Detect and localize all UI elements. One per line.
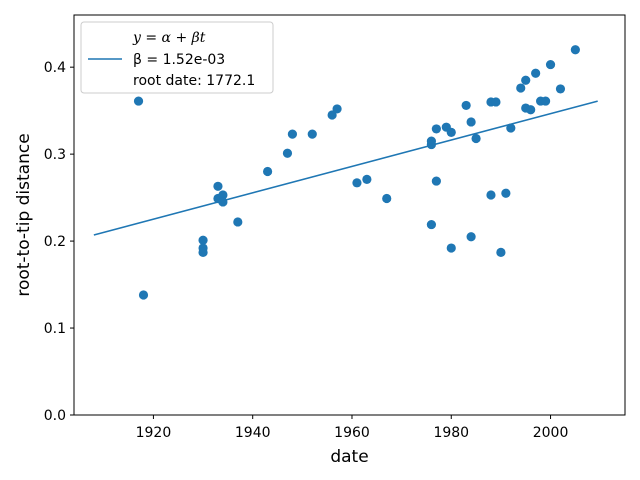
data-point xyxy=(431,124,441,134)
data-point xyxy=(570,45,580,55)
y-axis-label: root-to-tip distance xyxy=(14,133,34,296)
chart-marks xyxy=(93,45,598,300)
data-point xyxy=(362,174,372,184)
data-point xyxy=(262,166,273,177)
data-point xyxy=(461,100,471,111)
data-point xyxy=(431,176,441,186)
x-tick-label: 2000 xyxy=(533,425,569,441)
data-point xyxy=(218,190,228,200)
data-point xyxy=(501,188,511,198)
data-point xyxy=(446,127,456,137)
x-tick-label: 1940 xyxy=(235,425,271,441)
data-point xyxy=(471,133,481,144)
data-point xyxy=(531,68,541,78)
data-point xyxy=(307,129,317,139)
legend-equation: y = α + βt xyxy=(132,30,206,46)
data-point xyxy=(327,110,337,120)
data-point xyxy=(213,181,223,191)
data-point xyxy=(198,235,208,245)
data-point xyxy=(506,123,516,133)
legend-root-date: root date: 1772.1 xyxy=(133,73,255,89)
data-point xyxy=(198,247,208,257)
data-point xyxy=(555,84,566,94)
regression-line xyxy=(93,100,598,236)
plot-frame xyxy=(73,14,626,416)
legend: y = α + βt β = 1.52e-03 root date: 1772.… xyxy=(80,21,274,94)
y-tick-label: 0.3 xyxy=(44,147,66,163)
data-point xyxy=(133,96,144,106)
x-tick-label: 1980 xyxy=(433,425,469,441)
x-axis: 1920 1940 1960 1980 2000 xyxy=(136,415,569,441)
y-axis: 0.0 0.1 0.2 0.3 0.4 xyxy=(44,60,74,424)
data-point xyxy=(426,139,437,150)
data-point xyxy=(491,97,501,107)
y-tick-label: 0.1 xyxy=(44,321,66,337)
data-point xyxy=(138,290,149,300)
data-point xyxy=(287,129,298,139)
data-point xyxy=(526,105,536,115)
legend-box xyxy=(80,21,274,94)
y-tick-label: 0.0 xyxy=(44,408,66,424)
data-point xyxy=(282,148,293,158)
x-axis-label: date xyxy=(330,447,368,467)
x-tick-label: 1960 xyxy=(334,425,370,441)
y-tick-label: 0.4 xyxy=(44,60,66,76)
legend-beta: β = 1.52e-03 xyxy=(133,52,225,68)
data-point xyxy=(446,243,456,253)
data-point xyxy=(466,117,476,127)
data-point xyxy=(545,59,556,70)
data-point xyxy=(332,104,342,114)
x-tick-label: 1920 xyxy=(136,425,172,441)
data-point xyxy=(233,217,243,227)
data-point xyxy=(516,83,526,93)
y-tick-label: 0.2 xyxy=(44,234,66,250)
data-point xyxy=(496,247,506,257)
data-point xyxy=(352,178,362,188)
data-point xyxy=(540,96,551,106)
data-point xyxy=(426,219,437,230)
data-point xyxy=(521,75,531,85)
data-point xyxy=(466,232,476,242)
data-point xyxy=(218,197,228,207)
data-point xyxy=(382,193,392,204)
data-point xyxy=(486,190,496,200)
